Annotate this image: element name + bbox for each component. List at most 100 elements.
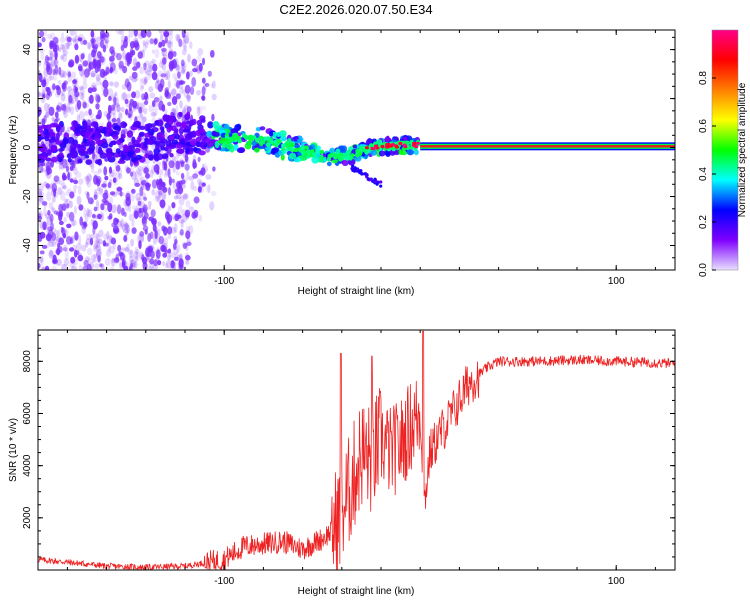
noise-point: [173, 236, 178, 242]
noise-point: [59, 179, 65, 186]
noise-point: [41, 244, 48, 249]
colorbar-tick-label: 0.4: [698, 167, 709, 181]
noise-point: [41, 265, 46, 270]
noise-point: [79, 57, 84, 63]
noise-point: [102, 180, 108, 190]
trace-point: [157, 132, 165, 139]
trace-point: [154, 120, 160, 126]
trace-core-point: [281, 143, 286, 148]
noise-point: [130, 238, 135, 247]
noise-point: [142, 116, 147, 123]
noise-point: [66, 106, 72, 113]
trace-point: [178, 127, 184, 135]
trace-point: [165, 140, 172, 147]
noise-point: [179, 86, 184, 95]
noise-point: [125, 164, 130, 175]
noise-point: [72, 244, 78, 250]
noise-point: [134, 246, 138, 255]
snr-series-line: [38, 330, 675, 570]
noise-point: [60, 43, 65, 50]
noise-point: [111, 257, 116, 267]
noise-point: [161, 104, 166, 112]
trace-point: [135, 154, 143, 160]
noise-point: [59, 220, 64, 226]
noise-point: [118, 173, 123, 180]
trace-point: [45, 124, 52, 129]
noise-point: [129, 171, 134, 177]
noise-point: [76, 84, 80, 93]
trace-point: [176, 144, 184, 149]
noise-point: [185, 259, 190, 265]
noise-point: [147, 244, 153, 251]
noise-point: [53, 58, 58, 67]
noise-point: [97, 51, 102, 59]
noise-point: [170, 214, 175, 220]
noise-point: [137, 165, 144, 172]
noise-point: [46, 243, 50, 249]
noise-point: [144, 41, 149, 49]
noise-point: [49, 52, 55, 59]
noise-point: [67, 85, 72, 92]
noise-point: [186, 106, 192, 113]
noise-point: [78, 252, 83, 261]
noise-point: [41, 36, 46, 43]
noise-point: [152, 63, 158, 72]
noise-point: [52, 68, 56, 76]
noise-point: [104, 39, 109, 44]
noise-point: [81, 244, 87, 252]
noise-point: [62, 103, 67, 112]
noise-point: [109, 191, 116, 196]
noise-point: [124, 221, 128, 227]
noise-point: [162, 191, 167, 202]
noise-point: [157, 83, 163, 92]
noise-point: [182, 242, 188, 249]
noise-point: [48, 49, 52, 56]
noise-point: [158, 41, 163, 48]
noise-point: [151, 217, 157, 226]
noise-point: [48, 91, 53, 97]
noise-point: [107, 243, 112, 252]
noise-point: [56, 229, 61, 237]
noise-point: [167, 32, 174, 41]
noise-point: [137, 200, 142, 206]
noise-point: [39, 30, 45, 38]
noise-point: [133, 210, 139, 220]
noise-point: [162, 57, 167, 65]
noise-point: [156, 77, 160, 84]
noise-point: [144, 91, 149, 101]
trace-point: [214, 140, 220, 149]
noise-point: [139, 186, 144, 197]
noise-point: [111, 222, 116, 228]
noise-point: [191, 77, 197, 87]
noise-point: [38, 59, 42, 67]
tail-point: [375, 182, 379, 186]
trace-point: [52, 145, 58, 152]
noise-point: [76, 250, 80, 256]
trace-point: [269, 130, 274, 137]
noise-point: [110, 237, 117, 245]
tail-point: [359, 171, 363, 175]
noise-point: [46, 191, 52, 202]
noise-point: [95, 245, 102, 252]
noise-point: [122, 65, 128, 74]
noise-point: [164, 228, 170, 234]
trace-core-point: [304, 145, 309, 150]
noise-point: [105, 64, 110, 75]
noise-point: [74, 30, 78, 37]
noise-point: [139, 113, 144, 119]
noise-point: [131, 100, 138, 109]
noise-point: [150, 209, 156, 218]
y-tick-label: 20: [22, 93, 33, 105]
noise-point: [73, 185, 78, 190]
noise-point: [98, 53, 104, 62]
noise-point: [76, 100, 82, 110]
colorbar-frame: [711, 29, 739, 271]
noise-point: [102, 192, 109, 200]
noise-point: [50, 50, 54, 59]
noise-point: [40, 197, 45, 203]
trace-point: [148, 154, 154, 161]
noise-point: [112, 177, 117, 183]
noise-point: [93, 175, 99, 185]
noise-point: [39, 196, 43, 203]
noise-point: [95, 73, 101, 82]
